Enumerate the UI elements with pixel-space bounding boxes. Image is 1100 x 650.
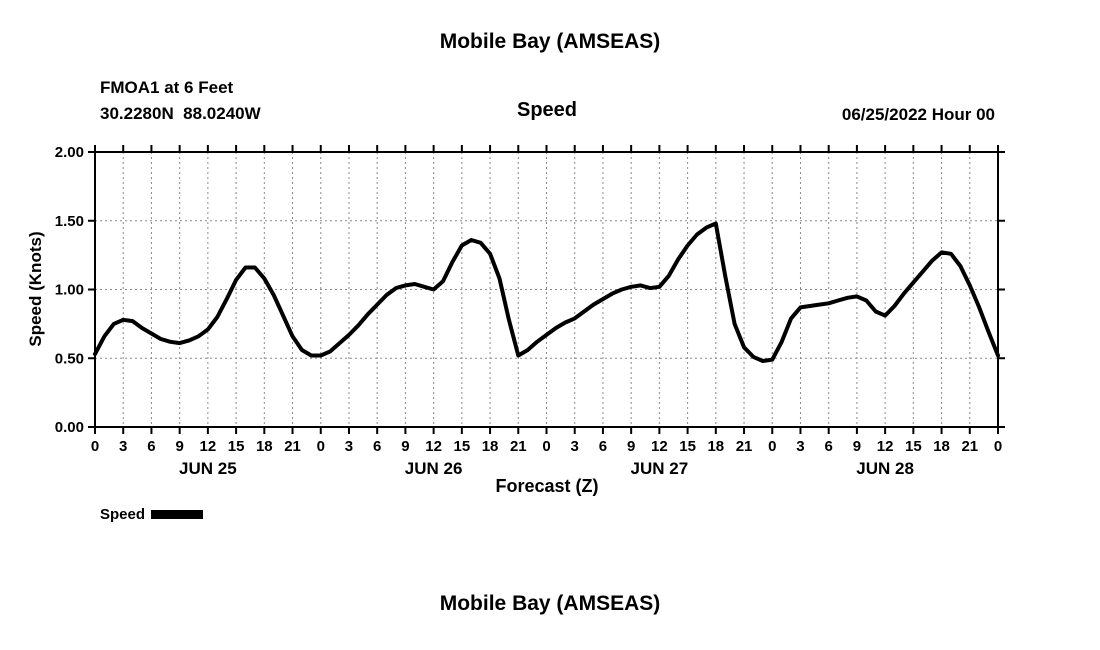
x-tick-label: 0 bbox=[542, 438, 550, 455]
x-tick-label: 15 bbox=[679, 438, 696, 455]
chart-title-bottom: Mobile Bay (AMSEAS) bbox=[439, 592, 661, 615]
x-tick-label: 21 bbox=[510, 438, 527, 455]
x-tick-label: 3 bbox=[571, 438, 579, 455]
x-tick-label: 12 bbox=[425, 438, 442, 455]
x-tick-label: 12 bbox=[877, 438, 894, 455]
x-tick-label: 21 bbox=[736, 438, 753, 455]
x-tick-label: 18 bbox=[482, 438, 499, 455]
x-tick-label: 3 bbox=[119, 438, 127, 455]
x-tick-label: 3 bbox=[345, 438, 353, 455]
x-tick-label: 0 bbox=[91, 438, 99, 455]
legend: Speed bbox=[100, 506, 204, 523]
x-tick-label: 18 bbox=[933, 438, 950, 455]
x-tick-label: 15 bbox=[454, 438, 471, 455]
x-tick-label: 9 bbox=[627, 438, 635, 455]
chart-title-top: Mobile Bay (AMSEAS) bbox=[439, 30, 661, 53]
legend-line-swatch bbox=[151, 510, 204, 519]
station-coordinates: 30.2280N 88.0240W bbox=[100, 104, 261, 123]
x-tick-label: 6 bbox=[599, 438, 607, 455]
x-tick-label: 3 bbox=[796, 438, 804, 455]
x-tick-label: 9 bbox=[175, 438, 183, 455]
x-tick-label: 0 bbox=[317, 438, 325, 455]
day-label: JUN 28 bbox=[856, 459, 914, 478]
day-label: JUN 25 bbox=[179, 459, 237, 478]
day-label: JUN 26 bbox=[405, 459, 463, 478]
x-tick-label: 15 bbox=[905, 438, 922, 455]
x-axis-label: Forecast (Z) bbox=[495, 476, 599, 496]
x-tick-label: 18 bbox=[707, 438, 724, 455]
x-tick-label: 18 bbox=[256, 438, 273, 455]
x-tick-label: 15 bbox=[228, 438, 245, 455]
x-tick-label: 12 bbox=[200, 438, 217, 455]
x-tick-label: 6 bbox=[825, 438, 833, 455]
day-label: JUN 27 bbox=[631, 459, 689, 478]
x-tick-label: 0 bbox=[994, 438, 1002, 455]
x-tick-label: 9 bbox=[853, 438, 861, 455]
y-tick-label: 1.50 bbox=[55, 213, 84, 230]
y-tick-label: 0.00 bbox=[55, 419, 84, 436]
station-name: FMOA1 at 6 Feet bbox=[100, 78, 234, 97]
y-tick-label: 0.50 bbox=[55, 350, 84, 367]
x-tick-label: 6 bbox=[147, 438, 155, 455]
speed-line bbox=[93, 221, 1000, 363]
y-tick-label: 1.00 bbox=[55, 282, 84, 299]
legend-label: Speed bbox=[100, 506, 146, 523]
y-tick-label: 2.00 bbox=[55, 144, 84, 161]
x-tick-label: 12 bbox=[651, 438, 668, 455]
x-tick-label: 9 bbox=[401, 438, 409, 455]
panel-title: Speed bbox=[516, 99, 578, 121]
speed-chart-plot: 0 3 6 9 12 15 18 21 0 3 6 9 12 15 18 21 0 3 6 9 12 15 18 21 0 3 6 9… bbox=[55, 144, 1005, 478]
model-run-label: 06/25/2022 Hour 00 bbox=[841, 105, 995, 124]
x-tick-label: 6 bbox=[373, 438, 381, 455]
x-tick-label: 21 bbox=[961, 438, 978, 455]
x-tick-label: 0 bbox=[768, 438, 776, 455]
x-tick-label: 21 bbox=[284, 438, 301, 455]
